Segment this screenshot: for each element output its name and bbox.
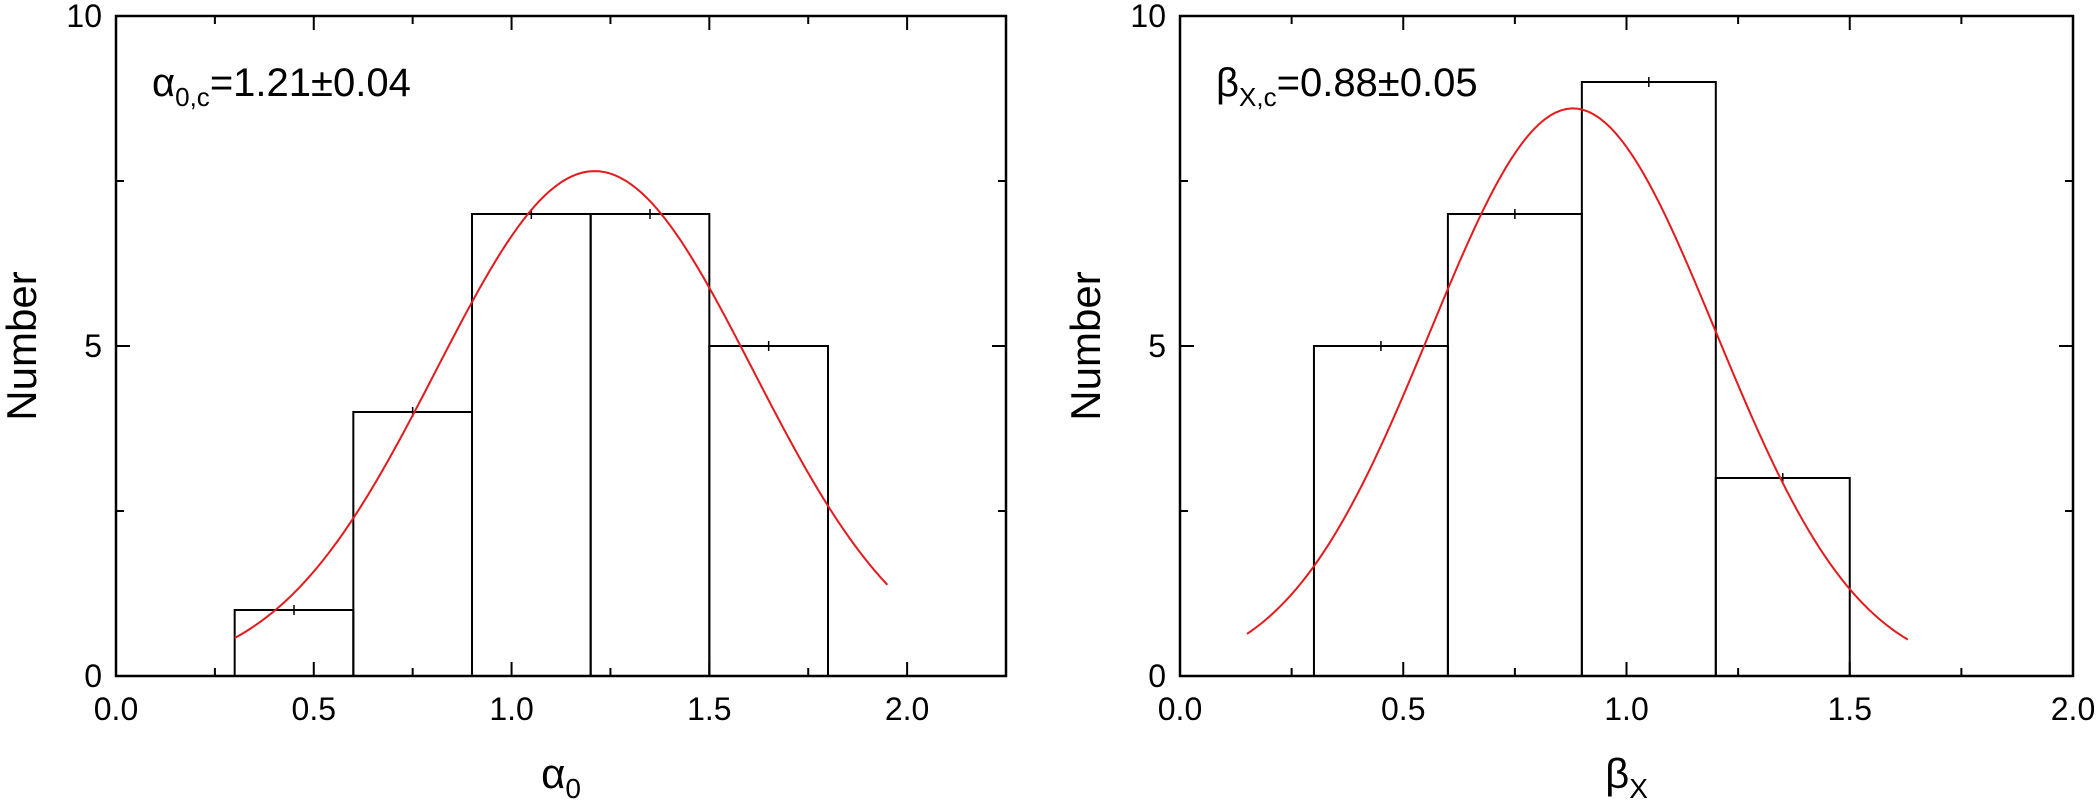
histogram-bar [352, 411, 473, 676]
right-histogram-panel: 0.0 0.5 1.0 1.5 2.00510βX,c=0.88±0.05βXNumbe… [1062, 0, 2095, 804]
x-axis-subscript: X [1629, 773, 1648, 804]
x-axis-symbol: β [1605, 750, 1629, 797]
x-tick-label: 0.5 [1381, 691, 1425, 727]
annotation-symbol: β [1216, 61, 1239, 105]
x-tick-label: 1.5 [687, 691, 731, 727]
y-tick-label: 10 [1130, 0, 1166, 34]
gaussian-fit-curve [1246, 107, 1909, 641]
y-axis-title: Number [0, 271, 45, 420]
x-tick-label: 1.0 [489, 691, 533, 727]
histogram-bar [1446, 213, 1583, 676]
x-axis-title: α0 [541, 750, 581, 804]
fit-annotation: βX,c=0.88±0.05 [1216, 61, 1478, 112]
x-axis-title: βX [1605, 750, 1648, 804]
left-histogram-panel: 0.0 0.5 1.0 1.5 2.00510α0,c=1.21±0.04α0Numbe… [0, 0, 1008, 804]
x-tick-label: 0.5 [292, 691, 336, 727]
histogram-bar [1580, 81, 1717, 676]
x-axis-symbol: α [541, 750, 565, 797]
y-tick-label: 0 [84, 658, 102, 694]
histogram-bar [708, 345, 829, 676]
gaussian-fit-curve [234, 170, 889, 639]
fit-annotation: α0,c=1.21±0.04 [152, 61, 411, 112]
histogram-bar [1312, 345, 1449, 676]
y-tick-label: 10 [66, 0, 102, 34]
x-tick-label: 2.0 [885, 691, 929, 727]
plot-frame [114, 14, 1008, 678]
x-axis-subscript: 0 [565, 773, 581, 804]
x-tick-label: 1.0 [1604, 691, 1648, 727]
annotation-subscript: X,c [1239, 82, 1277, 112]
x-tick-label: 2.0 [2051, 691, 2095, 727]
annotation-value: =0.88±0.05 [1277, 61, 1478, 105]
annotation-symbol: α [152, 61, 175, 105]
annotation-subscript: 0,c [175, 82, 210, 112]
histogram-bar [471, 213, 592, 676]
annotation-value: =1.21±0.04 [210, 61, 411, 105]
x-tick-label: 0.0 [94, 691, 138, 727]
histogram-bar [589, 213, 711, 676]
histogram-bar [233, 609, 355, 676]
y-axis-title: Number [1062, 271, 1109, 420]
histogram-bar [1714, 477, 1851, 676]
y-tick-label: 5 [1148, 328, 1166, 364]
x-tick-label: 0.0 [1158, 691, 1202, 727]
y-tick-label: 0 [1148, 658, 1166, 694]
y-tick-label: 5 [84, 328, 102, 364]
x-tick-label: 1.5 [1828, 691, 1872, 727]
